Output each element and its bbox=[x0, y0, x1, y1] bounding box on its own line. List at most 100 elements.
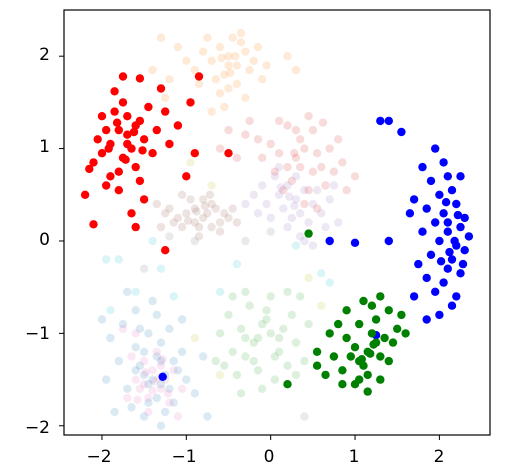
scatter-point bbox=[422, 273, 431, 283]
scatter-point bbox=[173, 121, 183, 130]
scatter-point bbox=[290, 149, 299, 158]
scatter-point bbox=[97, 315, 107, 324]
scatter-point bbox=[376, 375, 385, 384]
scatter-point bbox=[262, 61, 271, 70]
scatter-point bbox=[173, 366, 183, 375]
scatter-point bbox=[422, 204, 431, 213]
scatter-point bbox=[186, 195, 195, 204]
scatter-point bbox=[156, 264, 166, 273]
scatter-point bbox=[285, 192, 294, 201]
scatter-point bbox=[232, 218, 242, 227]
ytick-label: 0 bbox=[39, 230, 50, 250]
scatter-point bbox=[262, 306, 271, 315]
scatter-point bbox=[274, 116, 284, 126]
scatter-point bbox=[350, 172, 360, 181]
scatter-point bbox=[460, 213, 469, 223]
scatter-point bbox=[376, 292, 385, 301]
scatter-point bbox=[102, 181, 111, 190]
scatter-point bbox=[245, 116, 254, 126]
scatter-point bbox=[152, 199, 161, 209]
scatter-point bbox=[274, 162, 284, 172]
scatter-point bbox=[232, 79, 242, 89]
scatter-point bbox=[304, 273, 313, 283]
scatter-point bbox=[258, 319, 267, 329]
scatter-point bbox=[300, 144, 309, 153]
scatter-point bbox=[215, 144, 225, 153]
scatter-point bbox=[200, 201, 210, 211]
scatter-point bbox=[165, 398, 174, 407]
scatter-point bbox=[443, 218, 452, 227]
scatter-point bbox=[329, 181, 339, 190]
scatter-point bbox=[135, 361, 145, 370]
scatter-point bbox=[131, 222, 140, 232]
scatter-point bbox=[226, 68, 235, 78]
scatter-point bbox=[291, 195, 301, 204]
ytick-label: −2 bbox=[25, 418, 50, 438]
scatter-point bbox=[144, 329, 153, 338]
scatter-point bbox=[274, 347, 284, 356]
scatter-point bbox=[186, 158, 195, 167]
scatter-point bbox=[300, 199, 309, 209]
scatter-point bbox=[329, 167, 339, 176]
scatter-point bbox=[123, 287, 132, 296]
scatter-point bbox=[114, 125, 124, 135]
scatter-point bbox=[156, 84, 166, 93]
scatter-series bbox=[211, 287, 313, 398]
scatter-point bbox=[139, 195, 149, 204]
scatter-point bbox=[123, 384, 132, 393]
scatter-point bbox=[393, 324, 402, 333]
scatter-point bbox=[426, 176, 436, 186]
scatter-point bbox=[133, 395, 142, 405]
scatter-point bbox=[127, 403, 136, 412]
scatter-point bbox=[144, 380, 153, 389]
scatter-point bbox=[397, 127, 406, 137]
scatter-point bbox=[232, 61, 242, 70]
scatter-point bbox=[139, 347, 149, 356]
scatter-point bbox=[241, 47, 250, 56]
scatter-point bbox=[97, 149, 107, 158]
ticks-layer bbox=[59, 55, 440, 440]
scatter-point bbox=[224, 213, 233, 223]
scatter-point bbox=[317, 269, 326, 278]
scatter-point bbox=[194, 72, 204, 81]
scatter-point bbox=[338, 366, 347, 375]
scatter-point bbox=[127, 352, 136, 361]
scatter-point bbox=[274, 149, 284, 158]
scatter-point bbox=[283, 181, 292, 190]
scatter-point bbox=[144, 407, 153, 417]
scatter-point bbox=[450, 236, 459, 246]
scatter-point bbox=[186, 98, 195, 107]
scatter-point bbox=[135, 324, 145, 333]
plot-frame bbox=[63, 9, 491, 436]
scatter-point bbox=[232, 370, 242, 380]
scatter-point bbox=[220, 70, 229, 79]
scatter-point bbox=[102, 255, 111, 264]
scatter-point bbox=[249, 338, 258, 347]
scatter-point bbox=[165, 232, 174, 241]
scatter-point bbox=[114, 186, 124, 195]
scatter-point bbox=[447, 255, 457, 264]
scatter-point bbox=[304, 186, 313, 195]
scatter-point bbox=[211, 356, 220, 366]
scatter-point bbox=[346, 352, 355, 361]
scatter-point bbox=[283, 162, 292, 172]
scatter-point bbox=[148, 149, 157, 158]
scatter-point bbox=[321, 222, 330, 232]
scatter-point bbox=[152, 393, 161, 403]
scatter-point bbox=[291, 125, 301, 135]
scatter-point bbox=[131, 366, 140, 375]
scatter-point bbox=[325, 278, 334, 287]
scatter-point bbox=[165, 324, 174, 333]
scatter-point bbox=[258, 384, 267, 393]
scatter-point bbox=[355, 319, 364, 329]
scatter-series bbox=[186, 158, 326, 380]
scatter-point bbox=[114, 167, 124, 176]
scatter-point bbox=[249, 356, 258, 366]
scatter-point bbox=[118, 319, 128, 329]
scatter-point bbox=[139, 370, 149, 380]
scatter-point bbox=[169, 366, 178, 375]
scatter-series bbox=[158, 116, 474, 381]
scatter-point bbox=[241, 130, 250, 139]
scatter-point bbox=[194, 232, 204, 241]
scatter-point bbox=[123, 130, 132, 139]
